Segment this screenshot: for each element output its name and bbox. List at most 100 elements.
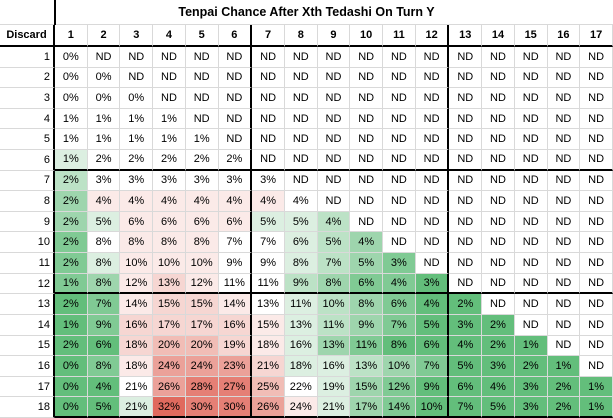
cell-r6-c4[interactable]: 2% — [153, 150, 186, 171]
cell-r13-c17[interactable]: ND — [580, 294, 613, 315]
cell-r12-c12[interactable]: 3% — [415, 273, 450, 295]
cell-r2-c2[interactable]: 0% — [87, 67, 121, 89]
cell-r11-c4[interactable]: 10% — [153, 253, 186, 274]
cell-r7-c13[interactable]: ND — [449, 170, 483, 192]
cell-r8-c13[interactable]: ND — [449, 191, 483, 212]
cell-r17-c13[interactable]: 6% — [449, 376, 483, 398]
cell-r5-c1[interactable]: 1% — [55, 129, 88, 151]
cell-r13-c11[interactable]: 6% — [383, 294, 416, 315]
cell-r11-c10[interactable]: 5% — [350, 253, 384, 274]
cell-r14-c1[interactable]: 1% — [55, 314, 88, 336]
cell-r17-c3[interactable]: 21% — [120, 376, 154, 398]
cell-r18-c5[interactable]: 30% — [185, 397, 219, 418]
col-header-5[interactable]: 5 — [185, 25, 219, 47]
cell-r3-c14[interactable]: ND — [482, 88, 515, 109]
cell-r18-c7[interactable]: 26% — [252, 397, 285, 418]
cell-r7-c14[interactable]: ND — [482, 170, 515, 192]
cell-r5-c6[interactable]: ND — [218, 129, 253, 151]
cell-r6-c6[interactable]: 2% — [218, 150, 253, 171]
cell-r8-c6[interactable]: 4% — [218, 191, 253, 212]
cell-r6-c16[interactable]: ND — [547, 150, 581, 171]
cell-r4-c16[interactable]: ND — [547, 108, 581, 130]
col-header-12[interactable]: 12 — [415, 25, 450, 47]
cell-r11-c5[interactable]: 10% — [185, 253, 219, 274]
cell-r12-c1[interactable]: 1% — [55, 273, 88, 295]
cell-r18-c14[interactable]: 5% — [482, 397, 515, 418]
cell-r3-c11[interactable]: ND — [383, 88, 416, 109]
cell-r5-c13[interactable]: ND — [449, 129, 483, 151]
cell-r18-c3[interactable]: 21% — [120, 397, 154, 418]
cell-r3-c16[interactable]: ND — [547, 88, 581, 109]
cell-r2-c1[interactable]: 0% — [55, 67, 88, 89]
row-header-14[interactable]: 14 — [0, 314, 55, 336]
cell-r18-c1[interactable]: 0% — [55, 397, 88, 418]
cell-r14-c15[interactable]: ND — [514, 314, 548, 336]
row-header-3[interactable]: 3 — [0, 88, 55, 109]
cell-r10-c4[interactable]: 8% — [153, 232, 186, 254]
cell-r11-c2[interactable]: 8% — [87, 253, 121, 274]
cell-r6-c9[interactable]: ND — [317, 150, 351, 171]
cell-r13-c2[interactable]: 7% — [87, 294, 121, 315]
cell-r2-c14[interactable]: ND — [482, 67, 515, 89]
cell-r15-c17[interactable]: ND — [580, 335, 613, 357]
cell-r18-c15[interactable]: 3% — [514, 397, 548, 418]
cell-r15-c13[interactable]: 4% — [449, 335, 483, 357]
cell-r2-c15[interactable]: ND — [514, 67, 548, 89]
cell-r2-c3[interactable]: ND — [120, 67, 154, 89]
cell-r6-c2[interactable]: 2% — [87, 150, 121, 171]
cell-r1-c14[interactable]: ND — [482, 47, 515, 68]
cell-r17-c16[interactable]: 2% — [547, 376, 581, 398]
cell-r10-c8[interactable]: 6% — [284, 232, 318, 254]
cell-r2-c17[interactable]: ND — [580, 67, 613, 89]
col-header-17[interactable]: 17 — [580, 25, 613, 47]
cell-r12-c17[interactable]: ND — [580, 273, 613, 295]
cell-r2-c11[interactable]: ND — [383, 67, 416, 89]
cell-r17-c12[interactable]: 9% — [415, 376, 450, 398]
cell-r18-c17[interactable]: 1% — [580, 397, 613, 418]
cell-r12-c8[interactable]: 9% — [284, 273, 318, 295]
cell-r12-c6[interactable]: 11% — [218, 273, 253, 295]
col-header-10[interactable]: 10 — [350, 25, 384, 47]
cell-r3-c6[interactable]: ND — [218, 88, 253, 109]
cell-r7-c16[interactable]: ND — [547, 170, 581, 192]
cell-r16-c7[interactable]: 21% — [252, 356, 285, 377]
cell-r14-c3[interactable]: 16% — [120, 314, 154, 336]
cell-r15-c16[interactable]: ND — [547, 335, 581, 357]
cell-r5-c2[interactable]: 1% — [87, 129, 121, 151]
row-header-17[interactable]: 17 — [0, 376, 55, 398]
cell-r1-c5[interactable]: ND — [185, 47, 219, 68]
cell-r13-c1[interactable]: 2% — [55, 294, 88, 315]
cell-r14-c2[interactable]: 9% — [87, 314, 121, 336]
cell-r14-c10[interactable]: 9% — [350, 314, 384, 336]
cell-r3-c7[interactable]: ND — [252, 88, 285, 109]
cell-r1-c10[interactable]: ND — [350, 47, 384, 68]
cell-r18-c11[interactable]: 14% — [383, 397, 416, 418]
cell-r5-c17[interactable]: ND — [580, 129, 613, 151]
cell-r18-c2[interactable]: 5% — [87, 397, 121, 418]
cell-r2-c12[interactable]: ND — [415, 67, 450, 89]
cell-r8-c1[interactable]: 2% — [55, 191, 88, 212]
cell-r14-c6[interactable]: 16% — [218, 314, 253, 336]
row-header-5[interactable]: 5 — [0, 129, 55, 151]
cell-r1-c2[interactable]: ND — [87, 47, 121, 68]
cell-r7-c6[interactable]: 3% — [218, 170, 253, 192]
cell-r11-c14[interactable]: ND — [482, 253, 515, 274]
cell-r1-c17[interactable]: ND — [580, 47, 613, 68]
cell-r13-c4[interactable]: 15% — [153, 294, 186, 315]
cell-r3-c5[interactable]: ND — [185, 88, 219, 109]
cell-r1-c8[interactable]: ND — [284, 47, 318, 68]
cell-r13-c14[interactable]: ND — [482, 294, 515, 315]
col-header-16[interactable]: 16 — [547, 25, 581, 47]
cell-r16-c17[interactable]: ND — [580, 356, 613, 377]
cell-r18-c10[interactable]: 17% — [350, 397, 384, 418]
cell-r17-c15[interactable]: 3% — [514, 376, 548, 398]
cell-r7-c15[interactable]: ND — [514, 170, 548, 192]
cell-r18-c4[interactable]: 32% — [153, 397, 186, 418]
cell-r13-c8[interactable]: 11% — [284, 294, 318, 315]
cell-r6-c10[interactable]: ND — [350, 150, 384, 171]
cell-r12-c15[interactable]: ND — [514, 273, 548, 295]
cell-r4-c11[interactable]: ND — [383, 108, 416, 130]
cell-r1-c7[interactable]: ND — [252, 47, 285, 68]
cell-r6-c11[interactable]: ND — [383, 150, 416, 171]
cell-r4-c8[interactable]: ND — [284, 108, 318, 130]
